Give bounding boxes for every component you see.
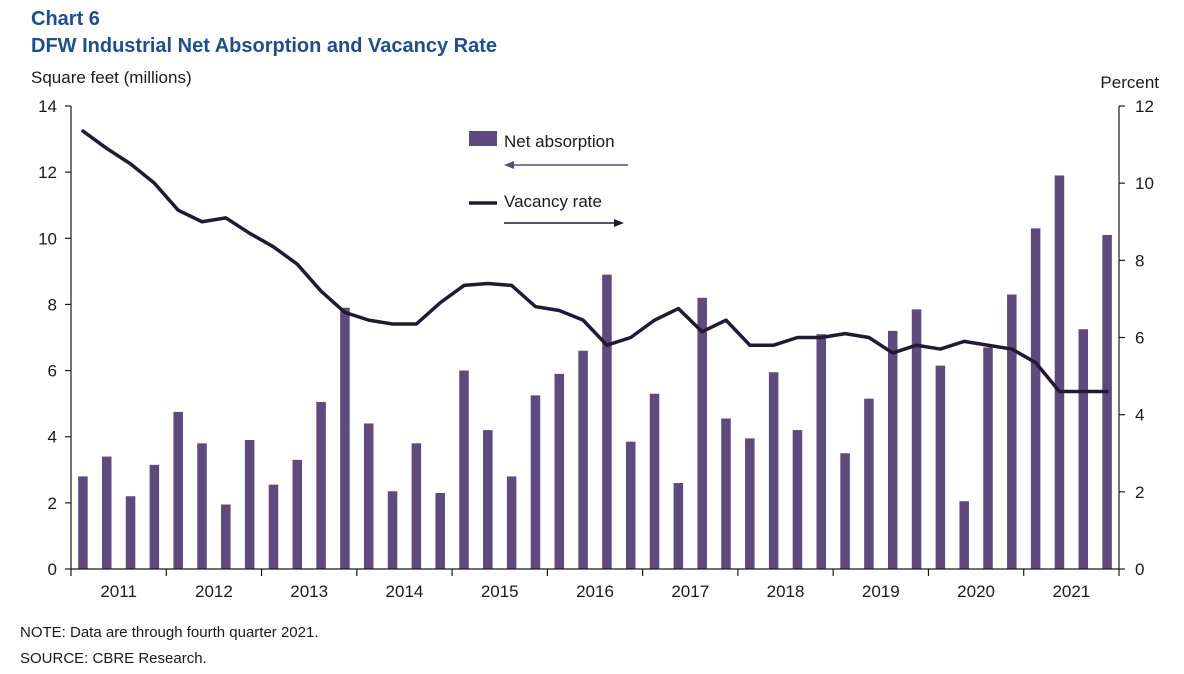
y-left-tick-label: 0 [48, 560, 57, 579]
footnote: NOTE: Data are through fourth quarter 20… [20, 624, 319, 641]
y-right-tick-label: 4 [1135, 406, 1144, 425]
bar-net-absorption [506, 476, 517, 569]
y-left-tick-label: 4 [48, 428, 57, 447]
bar-net-absorption [911, 309, 922, 569]
bar-net-absorption [697, 297, 707, 569]
bar-net-absorption [959, 501, 969, 569]
bar-net-absorption [78, 476, 88, 569]
bar-net-absorption [1054, 175, 1065, 569]
y-left-tick-label: 14 [38, 97, 57, 116]
x-tick-label: 2021 [1052, 582, 1090, 601]
bar-net-absorption [1078, 329, 1089, 569]
x-tick-label: 2016 [576, 582, 614, 601]
y-left-tick-label: 6 [48, 362, 57, 381]
vacancy-rate-line [81, 129, 1109, 394]
chart-number: Chart 6 [31, 8, 100, 30]
bar-net-absorption [578, 350, 588, 569]
bar-net-absorption [602, 274, 612, 569]
x-tick-label: 2013 [290, 582, 328, 601]
bar-net-absorption [554, 373, 565, 569]
net-absorption-bars [78, 175, 1112, 570]
bar-net-absorption [840, 453, 850, 569]
bar-net-absorption [221, 504, 231, 569]
x-tick-label: 2015 [481, 582, 519, 601]
y-axis-right-label: Percent [1100, 73, 1159, 92]
bar-net-absorption [244, 440, 255, 569]
bar-net-absorption [483, 430, 493, 569]
legend-label-vacancy-rate: Vacancy rate [504, 192, 602, 211]
bar-net-absorption [292, 459, 303, 569]
x-tick-label: 2014 [386, 582, 424, 601]
x-tick-label: 2011 [100, 582, 137, 601]
bar-net-absorption [149, 464, 160, 569]
legend-swatch-net-absorption [469, 131, 497, 146]
bar-net-absorption [125, 496, 136, 569]
y-left-tick-label: 2 [48, 494, 57, 513]
bar-net-absorption [101, 456, 112, 569]
bar-net-absorption [316, 401, 326, 569]
bar-net-absorption [768, 372, 779, 569]
legend-arrow-right-head [614, 219, 624, 227]
bar-net-absorption [935, 365, 946, 569]
bar-net-absorption [792, 430, 803, 569]
bar-net-absorption [721, 418, 731, 569]
legend-arrow-left-head [504, 161, 514, 169]
bar-net-absorption [864, 398, 874, 569]
bar-net-absorption [625, 441, 636, 569]
y-left-tick-label: 8 [48, 295, 57, 314]
x-tick-label: 2017 [671, 582, 709, 601]
bar-net-absorption [1102, 234, 1112, 570]
bar-net-absorption [649, 393, 660, 569]
bar-net-absorption [340, 307, 350, 569]
y-axis-left-label: Square feet (millions) [31, 68, 192, 87]
y-right-tick-label: 0 [1135, 560, 1144, 579]
bar-net-absorption [363, 423, 374, 569]
y-left-tick-label: 10 [38, 229, 57, 248]
bar-net-absorption [1030, 228, 1041, 570]
axes: 0 2 4 6 8 10 12 14 0 2 4 6 8 10 12 2011 2012 2013 2014 2015… [38, 97, 1154, 601]
bar-net-absorption [268, 484, 279, 569]
bar-net-absorption [1007, 294, 1017, 569]
bar-net-absorption [411, 443, 422, 569]
chart-title: DFW Industrial Net Absorption and Vacanc… [31, 35, 497, 57]
bar-net-absorption [745, 438, 755, 569]
bar-net-absorption [387, 491, 398, 569]
source-note: SOURCE: CBRE Research. [20, 650, 207, 667]
x-tick-label: 2012 [195, 582, 233, 601]
bar-net-absorption [197, 443, 207, 569]
x-tick-label: 2019 [862, 582, 900, 601]
bar-net-absorption [459, 370, 469, 569]
legend: Net absorption Vacancy rate [469, 131, 628, 227]
legend-label-net-absorption: Net absorption [504, 132, 615, 151]
y-right-tick-label: 6 [1135, 329, 1144, 348]
y-right-tick-label: 8 [1135, 251, 1144, 270]
vacancy-rate-line-layer [81, 129, 1109, 394]
x-tick-label: 2020 [957, 582, 995, 601]
bar-net-absorption [816, 334, 827, 569]
bar-net-absorption [530, 395, 541, 570]
bar-net-absorption [173, 411, 183, 569]
y-right-tick-label: 12 [1135, 97, 1154, 116]
bar-net-absorption [983, 347, 993, 569]
bar-net-absorption [435, 492, 445, 569]
y-right-tick-label: 10 [1135, 174, 1154, 193]
y-left-tick-label: 12 [38, 163, 57, 182]
y-right-tick-label: 2 [1135, 483, 1144, 502]
bar-net-absorption [887, 330, 898, 569]
bar-net-absorption [673, 483, 684, 569]
x-tick-label: 2018 [767, 582, 805, 601]
